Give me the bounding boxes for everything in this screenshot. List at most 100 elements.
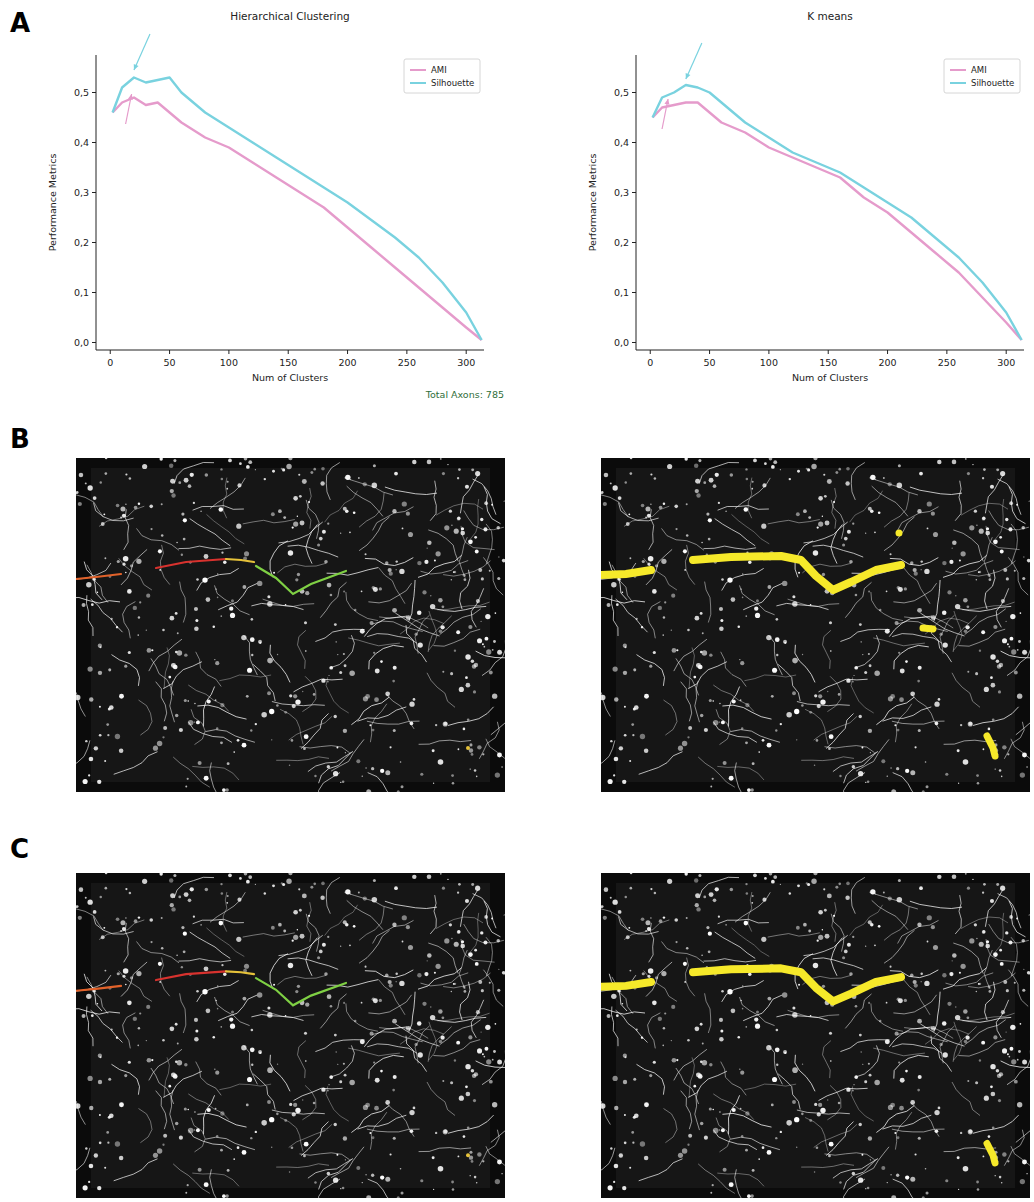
speck <box>434 560 436 562</box>
fiber <box>826 1122 853 1156</box>
speck <box>999 769 1002 772</box>
speck <box>447 464 448 465</box>
speck <box>242 997 246 1001</box>
speck <box>322 943 326 947</box>
speck <box>612 666 617 671</box>
speck <box>196 578 199 581</box>
x-tick-label: 150 <box>279 357 297 368</box>
fiber <box>196 652 222 687</box>
fiber <box>190 932 231 958</box>
speck <box>395 569 396 570</box>
speck <box>664 1012 666 1014</box>
x-tick-label: 0 <box>107 357 113 368</box>
speck <box>195 1030 198 1033</box>
speck <box>645 517 647 519</box>
fiber <box>179 959 232 962</box>
fiber <box>156 682 167 722</box>
speck <box>267 1067 273 1073</box>
fiber <box>279 522 323 543</box>
speck <box>696 493 700 497</box>
fiber <box>637 655 665 686</box>
speck <box>835 471 838 474</box>
speck <box>1002 638 1007 643</box>
speck <box>120 920 125 925</box>
speck <box>183 950 186 953</box>
speck <box>658 606 662 610</box>
speck <box>444 938 449 943</box>
speck <box>752 762 755 765</box>
fiber <box>955 481 961 521</box>
speck <box>451 579 452 580</box>
speck <box>467 718 470 721</box>
x-tick <box>1006 350 1007 354</box>
fiber <box>898 920 939 943</box>
speck <box>449 923 452 926</box>
fiber <box>76 598 120 604</box>
speck <box>413 698 416 701</box>
speck <box>960 724 962 726</box>
speck <box>177 650 183 656</box>
speck <box>213 626 216 629</box>
speck <box>1008 527 1012 531</box>
speck <box>459 687 464 692</box>
speck <box>362 1182 363 1183</box>
speck <box>464 578 467 581</box>
speck <box>267 595 270 598</box>
speck <box>1026 766 1027 767</box>
speck <box>363 896 367 900</box>
speck <box>400 1168 402 1170</box>
speck <box>988 574 991 577</box>
fiber <box>845 582 871 617</box>
speck <box>409 1110 414 1115</box>
speck <box>838 693 841 696</box>
speck <box>1027 971 1030 975</box>
speck <box>220 741 223 744</box>
speck <box>613 774 615 776</box>
fiber <box>855 1045 880 1077</box>
speck <box>392 509 396 513</box>
speck <box>1014 671 1018 675</box>
speck <box>267 658 273 664</box>
speck <box>122 514 126 518</box>
speck <box>676 649 678 651</box>
fiber <box>1004 722 1024 759</box>
speck <box>87 900 92 905</box>
speck <box>343 1136 347 1140</box>
speck <box>752 481 754 483</box>
speck <box>328 1084 329 1085</box>
speck <box>261 712 267 718</box>
speck <box>321 1087 325 1091</box>
fiber <box>460 889 478 927</box>
fiber <box>277 975 326 985</box>
fiber <box>958 1040 1005 1057</box>
speck <box>695 479 700 484</box>
fiber <box>730 1137 780 1150</box>
speck <box>477 638 482 643</box>
speck <box>122 927 126 931</box>
speck <box>124 665 127 668</box>
speck <box>261 1120 267 1126</box>
speck <box>295 578 298 581</box>
speck <box>242 585 246 589</box>
axon-cluster <box>987 736 995 756</box>
speck <box>460 531 465 536</box>
x-axis-title: Num of Clusters <box>792 372 868 383</box>
speck <box>964 629 968 633</box>
speck <box>619 579 621 581</box>
speck <box>78 916 82 920</box>
speck <box>636 618 638 620</box>
speck <box>938 698 941 701</box>
speck <box>365 1174 367 1176</box>
speck <box>196 1128 200 1132</box>
fiber <box>163 1071 202 1097</box>
speck <box>1010 614 1015 619</box>
speck <box>291 1146 294 1149</box>
fiber <box>851 877 865 913</box>
speck <box>298 888 300 890</box>
speck <box>365 767 367 769</box>
speck <box>603 502 607 506</box>
speck <box>684 569 686 571</box>
speck <box>786 712 792 718</box>
speck <box>105 887 108 890</box>
speck <box>163 1134 167 1138</box>
